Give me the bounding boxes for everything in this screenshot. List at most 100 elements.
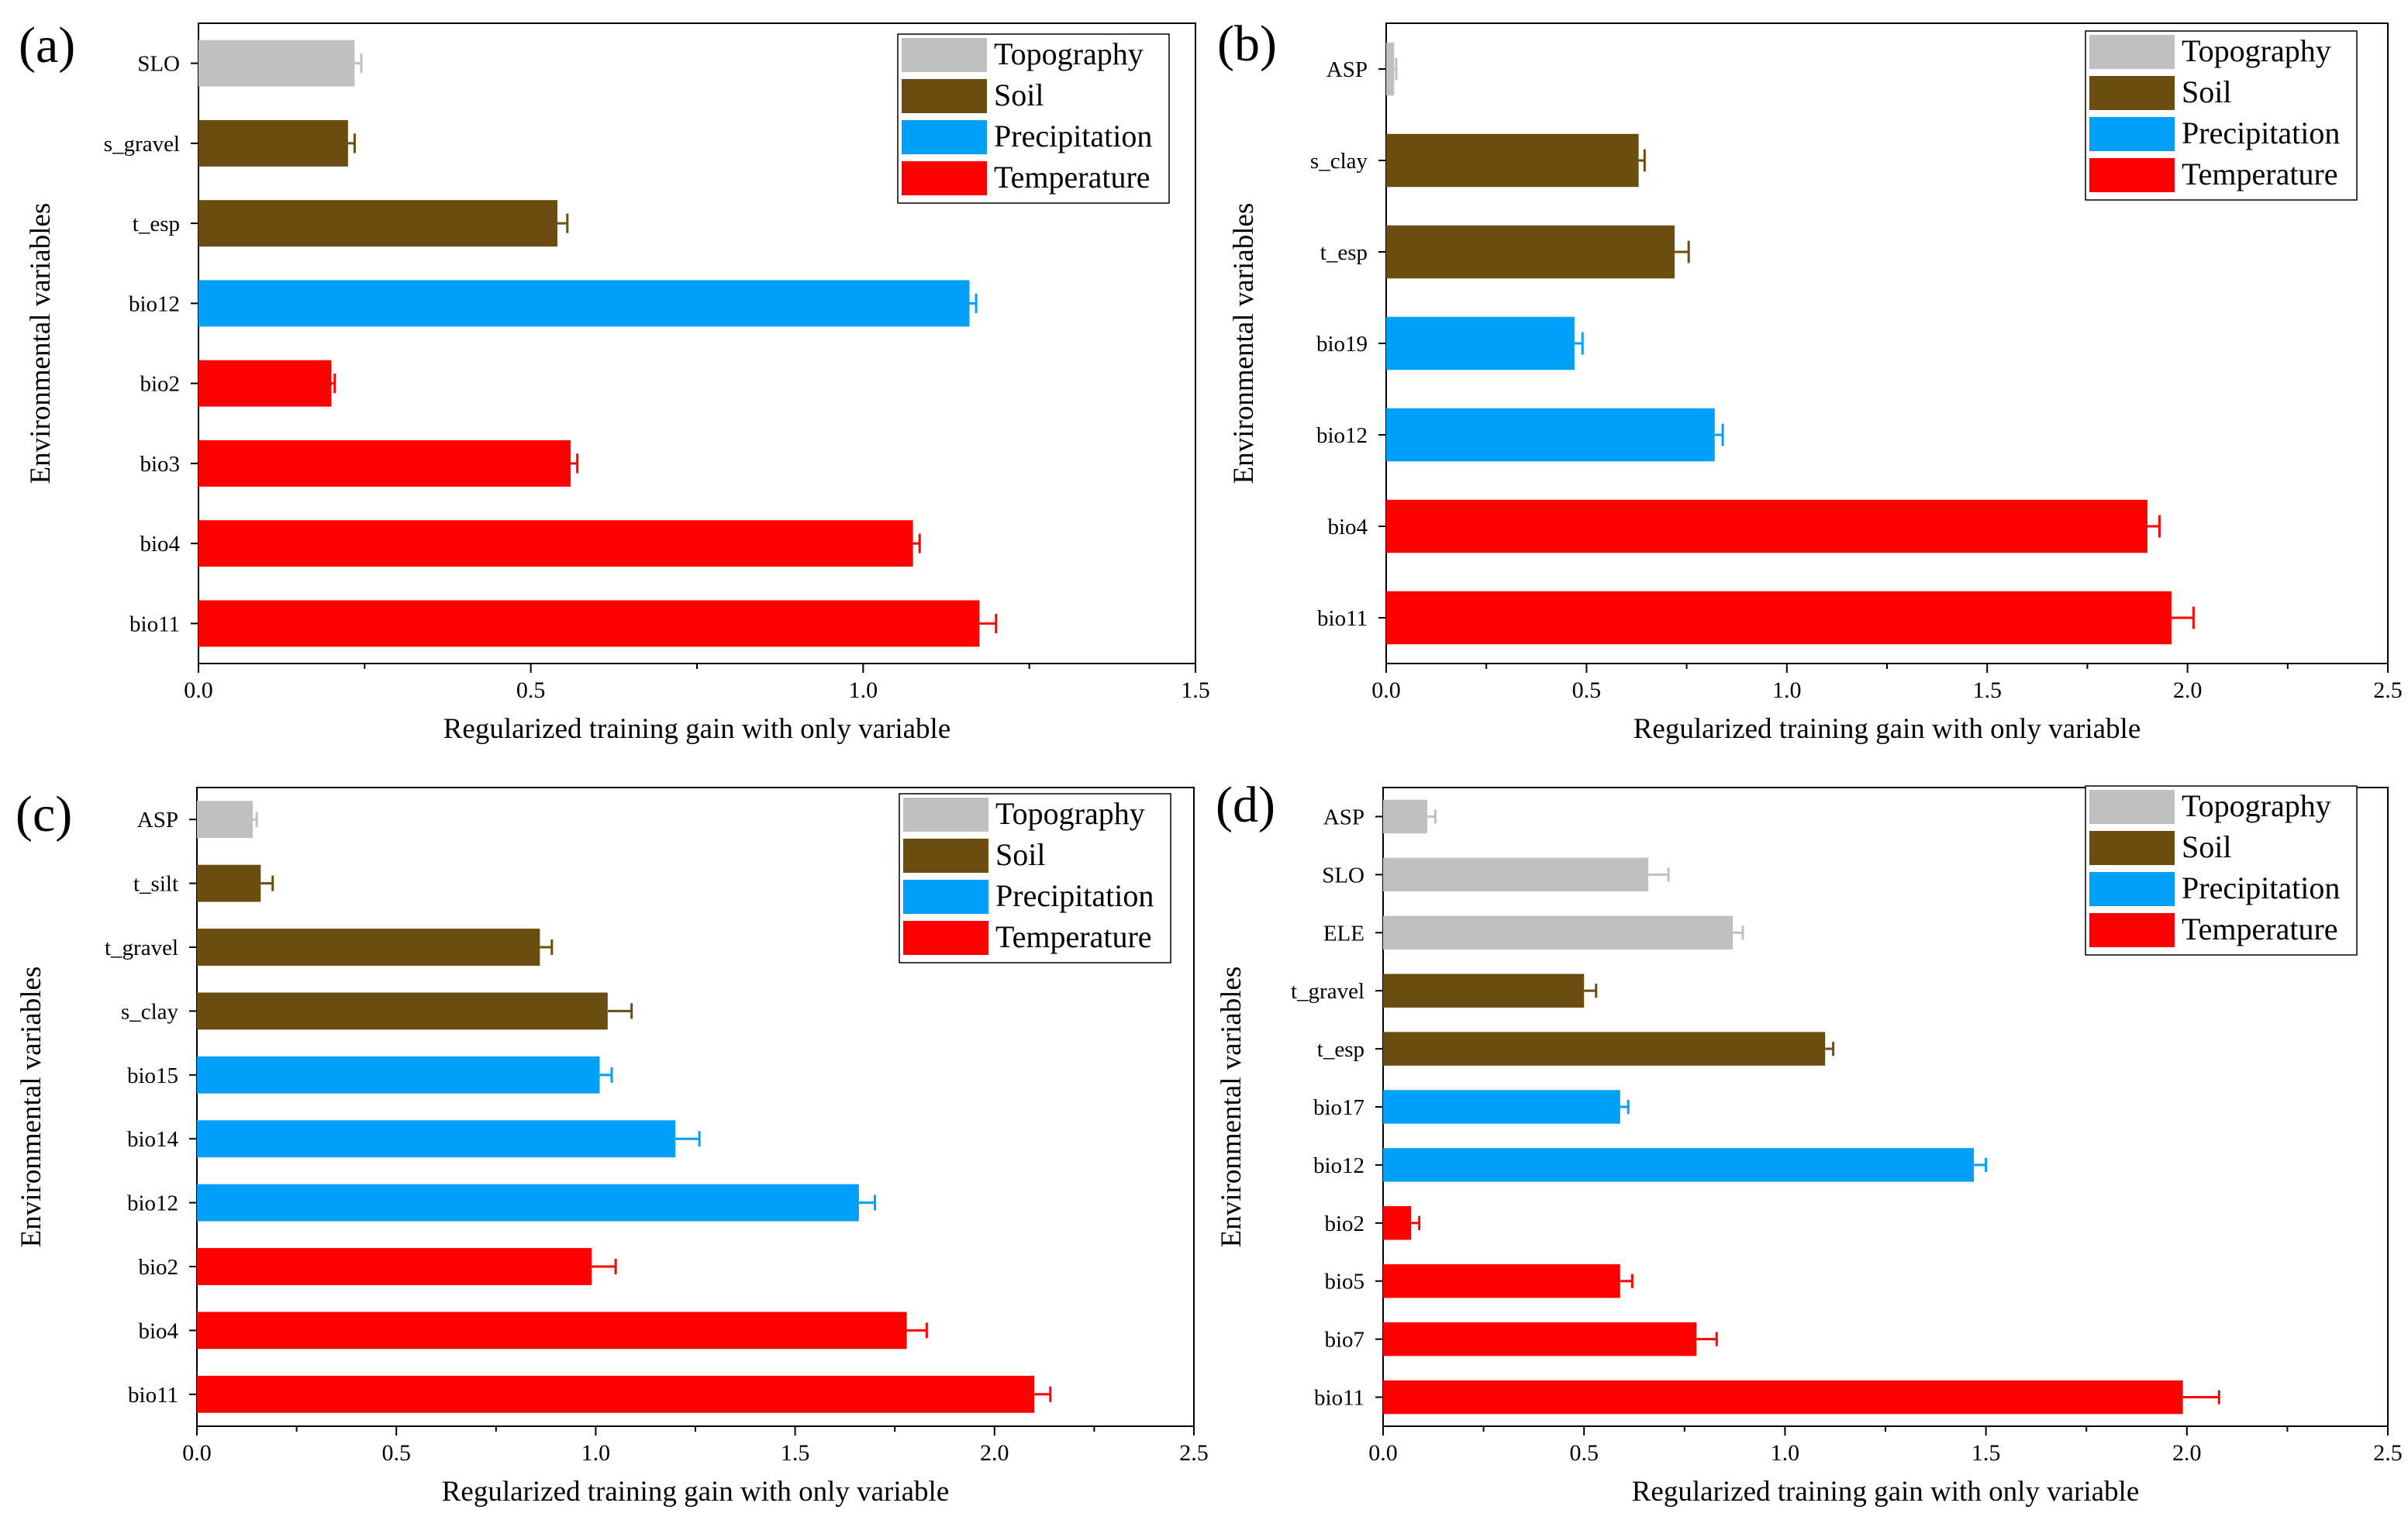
legend-swatch-topography [2089, 790, 2175, 824]
bar-t_esp [1386, 225, 1675, 279]
legend-swatch-soil [902, 79, 987, 113]
y-tick-label: bio3 [140, 452, 180, 477]
legend-swatch-temperature [903, 921, 988, 955]
bar-bio5 [1383, 1264, 1620, 1298]
legend-label: Topography [2182, 33, 2331, 68]
legend-swatch-soil [903, 839, 988, 873]
y-tick-label: t_gravel [1291, 979, 1364, 1004]
legend-label: Temperature [2182, 157, 2338, 191]
chart-panel-d: 0.0 0.5 1.0 1.5 2.0 2.5 Regularized training g… [1216, 777, 2403, 1508]
bar-ASP [197, 801, 254, 839]
y-tick-label: s_clay [121, 999, 179, 1024]
x-tick-label: 1.0 [1772, 677, 1802, 703]
x-tick-label: 1.5 [1181, 677, 1210, 703]
y-tick-label: bio17 [1313, 1095, 1364, 1120]
y-tick-label: bio11 [1314, 1386, 1364, 1411]
bar-t_gravel [1383, 974, 1585, 1008]
bar-bio4 [197, 1312, 907, 1349]
legend-swatch-topography [902, 38, 987, 72]
bar-s_clay [1386, 133, 1639, 188]
bar-t_silt [197, 864, 261, 902]
bar-bio4 [1386, 499, 2148, 553]
y-tick-label: bio2 [138, 1255, 178, 1280]
bar-bio12 [197, 1184, 859, 1222]
chart-panel-a: 0.0 0.5 1.0 1.5 Regularized training gain wi… [19, 17, 1210, 745]
y-axis-label: Environmental variables [1228, 203, 1260, 484]
bar-t_esp [198, 200, 557, 247]
legend-swatch-temperature [2089, 913, 2175, 947]
y-tick-label: ASP [1323, 805, 1364, 829]
bar-bio17 [1383, 1090, 1620, 1124]
bar-bio2 [197, 1248, 592, 1285]
legend-label: Precipitation [995, 878, 1154, 913]
bar-s_gravel [198, 119, 348, 167]
legend-swatch-precipitation [903, 880, 988, 914]
y-tick-label: bio11 [128, 1383, 178, 1408]
legend-label: Soil [994, 78, 1044, 112]
bar-bio12 [1383, 1148, 1975, 1182]
x-tick-label: 2.5 [1179, 1440, 1209, 1466]
bar-ELE [1383, 915, 1734, 950]
x-tick-label: 0.5 [516, 677, 546, 703]
bar-t_gravel [197, 929, 540, 966]
bar-s_clay [197, 992, 608, 1030]
y-tick-label: t_esp [133, 212, 180, 236]
x-tick-label: 2.0 [2172, 1440, 2202, 1466]
y-tick-label: bio7 [1324, 1328, 1364, 1353]
y-axis-label: Environmental variables [1216, 967, 1247, 1248]
panel-label: (c) [16, 786, 72, 843]
x-axis-label: Regularized training gain with only vari… [442, 1476, 950, 1508]
legend-swatch-precipitation [2089, 872, 2175, 906]
y-tick-label: bio15 [127, 1063, 178, 1088]
y-axis-label: Environmental variables [25, 203, 57, 484]
x-tick-label: 2.0 [2173, 677, 2203, 703]
bar-bio3 [198, 439, 571, 487]
legend-label: Precipitation [2182, 870, 2340, 905]
y-tick-label: bio12 [1316, 423, 1368, 448]
x-tick-label: 0.5 [381, 1440, 411, 1466]
y-tick-label: SLO [137, 52, 180, 77]
bar-ASP [1386, 42, 1395, 96]
legend-label: Topography [2182, 788, 2331, 823]
bar-bio11 [198, 600, 980, 647]
chart-panel-c: 0.0 0.5 1.0 1.5 2.0 2.5 Regularized training g… [16, 786, 1209, 1508]
y-tick-label: s_clay [1310, 149, 1368, 174]
bar-bio2 [198, 360, 332, 407]
legend-label: Topography [995, 796, 1145, 831]
y-tick-label: bio14 [127, 1127, 179, 1152]
x-tick-label: 0.0 [182, 1440, 212, 1466]
legend-label: Temperature [2182, 912, 2338, 946]
legend-label: Soil [995, 837, 1045, 872]
bar-bio2 [1383, 1206, 1412, 1240]
bar-bio12 [1386, 408, 1715, 462]
x-axis-label: Regularized training gain with only vari… [443, 713, 951, 745]
x-tick-label: 1.5 [1972, 677, 2002, 703]
x-tick-label: 1.5 [1972, 1440, 2001, 1466]
x-tick-label: 0.0 [1371, 677, 1401, 703]
y-tick-label: bio4 [140, 532, 180, 557]
x-tick-label: 2.5 [2373, 677, 2403, 703]
x-axis-label: Regularized training gain with only vari… [1634, 713, 2141, 745]
legend: Topography Soil Precipitation Temperature [897, 33, 1170, 204]
y-tick-label: t_gravel [105, 936, 178, 960]
y-tick-label: bio2 [1324, 1212, 1364, 1236]
legend-swatch-precipitation [2089, 117, 2175, 151]
y-tick-label: t_esp [1320, 240, 1368, 265]
legend: Topography Soil Precipitation Temperature [899, 793, 1171, 963]
y-tick-label: ASP [1326, 57, 1368, 82]
legend: Topography Soil Precipitation Temperature [2085, 785, 2358, 956]
y-tick-label: ASP [137, 808, 178, 832]
bar-bio14 [197, 1120, 676, 1158]
legend-label: Precipitation [2182, 115, 2340, 150]
x-tick-label: 1.5 [781, 1440, 810, 1466]
y-tick-label: bio19 [1316, 332, 1368, 357]
bar-SLO [1383, 857, 1649, 892]
legend-label: Soil [2182, 829, 2231, 864]
bar-bio15 [197, 1056, 600, 1094]
legend-swatch-temperature [2089, 158, 2175, 192]
y-tick-label: SLO [1322, 863, 1364, 888]
legend-label: Temperature [995, 919, 1152, 954]
bar-bio11 [197, 1375, 1035, 1413]
x-axis-label: Regularized training gain with only vari… [1632, 1476, 2140, 1508]
